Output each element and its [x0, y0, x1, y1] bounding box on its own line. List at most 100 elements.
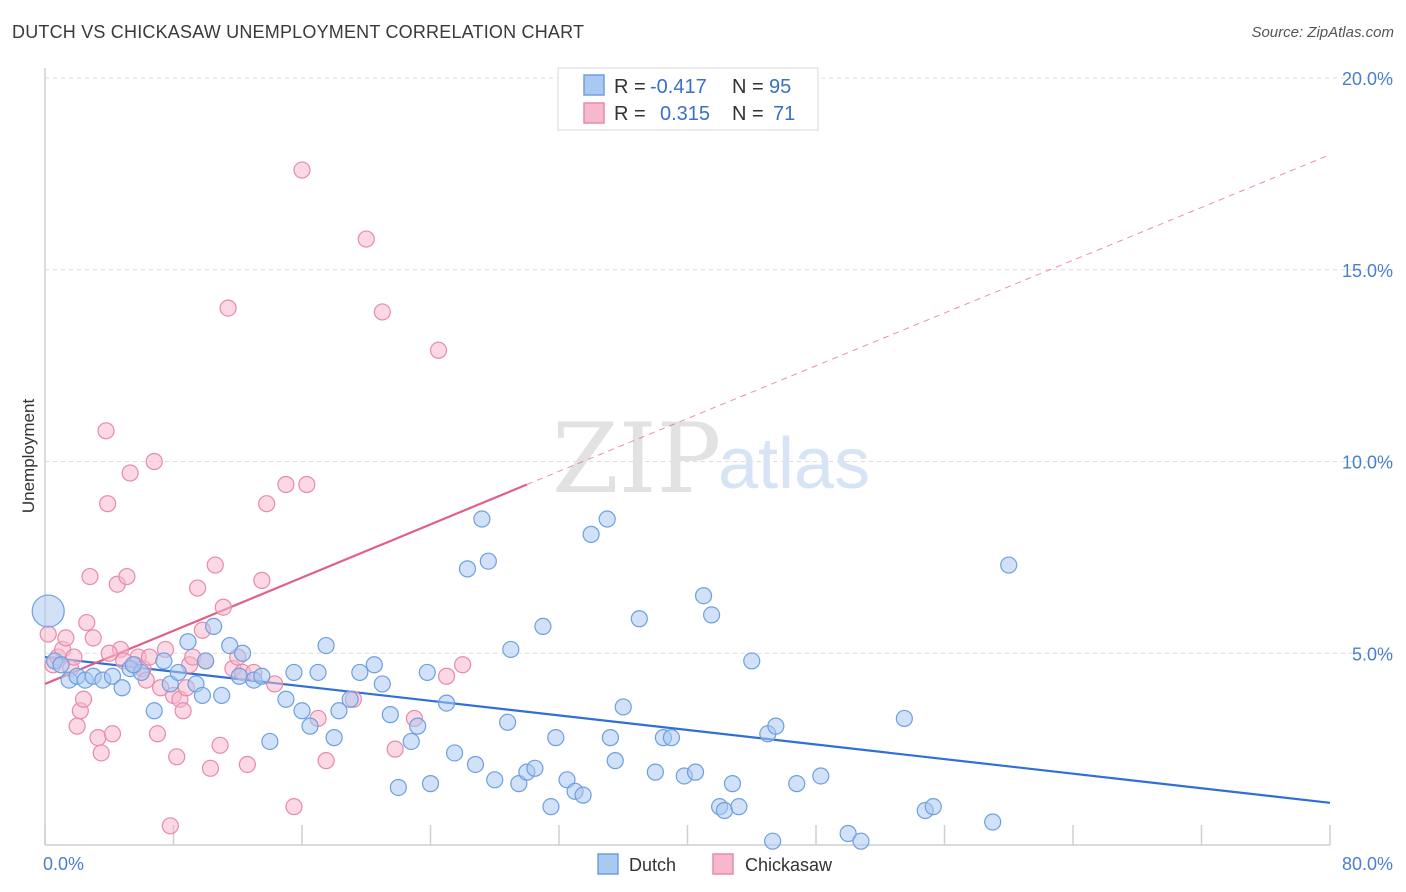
dutch-point [373, 675, 391, 693]
dutch-point [486, 771, 504, 789]
chickasaw-point [118, 567, 136, 586]
chickasaw-point [258, 495, 276, 513]
dutch-point [852, 832, 870, 850]
dutch-point [715, 801, 734, 820]
dutch-point [193, 686, 212, 705]
y-tick-label-5: 5.0% [1352, 644, 1393, 664]
grid-lines [45, 77, 1395, 654]
chickasaw-point [84, 629, 102, 647]
dutch-point [601, 729, 620, 747]
dutch-point [764, 832, 782, 850]
chickasaw-point [99, 495, 117, 513]
chickasaw-point [57, 629, 75, 647]
chickasaw-point [429, 341, 448, 359]
watermark-atlas: atlas [718, 424, 870, 504]
chickasaw-point [253, 571, 271, 589]
watermark-zip: ZIP [552, 403, 721, 515]
chickasaw-point [65, 648, 83, 666]
chickasaw-point [293, 161, 311, 179]
chickasaw-point [285, 798, 303, 816]
chickasaw-point [357, 230, 375, 248]
chickasaw-point [174, 702, 192, 720]
dutch-point [723, 775, 742, 793]
axes [44, 68, 1331, 846]
dutch-point [145, 702, 163, 720]
chickasaw-point [148, 725, 167, 743]
dutch-point [606, 752, 624, 770]
dutch-point [812, 767, 830, 785]
chickasaw-point [92, 744, 110, 762]
dutch-point [1000, 556, 1018, 574]
dutch-point [437, 694, 456, 712]
dutch-point [646, 763, 664, 781]
dutch-point [341, 690, 359, 708]
bottom-legend-dutch-label: Dutch [629, 855, 676, 875]
dutch-point [473, 510, 491, 528]
chickasaw-point [74, 690, 93, 708]
chickasaw-point [100, 644, 118, 662]
legend-dutch-n-label: N = [732, 76, 764, 98]
chart-title: DUTCH VS CHICKASAW UNEMPLOYMENT CORRELAT… [12, 22, 585, 42]
dutch-point [839, 824, 857, 843]
dutch-point [301, 717, 319, 735]
dutch-point [788, 775, 806, 793]
dutch-point [205, 617, 223, 636]
dutch-point [984, 813, 1002, 831]
legend-dutch-r-value: -0.417 [650, 76, 707, 98]
dutch-point [743, 652, 761, 670]
legend-dutch-swatch [583, 74, 605, 96]
chickasaw-point [81, 567, 99, 586]
chickasaw-point [454, 656, 472, 674]
chickasaw-point [140, 648, 159, 666]
x-tick-label-max: 80.0% [1342, 854, 1393, 874]
dutch-point [31, 594, 65, 628]
legend-dutch-r-label: R = [614, 76, 646, 98]
chickasaw-point [201, 759, 220, 777]
dutch-point [924, 798, 942, 816]
dutch-point [730, 798, 748, 816]
dutch-point [582, 525, 600, 543]
dutch-point [317, 636, 335, 655]
chickasaw-point [317, 752, 335, 770]
legend-chickasaw-r-value: 0.315 [660, 103, 710, 125]
dutch-point [381, 706, 399, 724]
chickasaw-point [161, 817, 179, 835]
dutch-point [179, 633, 197, 651]
dutch-point [221, 636, 239, 655]
dutch-point [702, 606, 721, 624]
bottom-legend-chickasaw-label: Chickasaw [745, 855, 833, 875]
bottom-legend-dutch-swatch [597, 853, 619, 875]
chickasaw-point [103, 725, 122, 743]
dutch-point [169, 663, 187, 682]
dutch-point [213, 686, 231, 705]
watermark: ZIP atlas [552, 403, 870, 515]
legend-chickasaw-n-value: 71 [773, 103, 795, 125]
chickasaw-trend-extension [526, 154, 1331, 485]
dutch-point [277, 690, 295, 708]
dutch-point [402, 732, 420, 751]
dutch-point [466, 755, 485, 774]
dutch-point [389, 778, 407, 797]
dutch-point [458, 560, 477, 578]
dutch-point [155, 652, 173, 670]
chickasaw-point [97, 422, 115, 440]
chickasaw-point [214, 598, 232, 616]
dutch-point [499, 713, 517, 731]
dutch-point [630, 610, 648, 628]
chickasaw-point [89, 729, 107, 747]
dutch-point [686, 763, 705, 781]
chickasaw-point [121, 464, 139, 482]
legend-chickasaw-swatch [583, 102, 605, 124]
x-tick-label-min: 0.0% [43, 854, 84, 874]
dutch-point [694, 587, 713, 605]
y-axis-label: Unemployment [19, 399, 38, 514]
dutch-point [103, 667, 122, 685]
y-tick-label-10: 10.0% [1342, 453, 1393, 473]
dutch-point [614, 698, 632, 716]
bottom-legend: Dutch Chickasaw [597, 853, 833, 875]
legend-dutch-n-value: 95 [769, 76, 791, 98]
dutch-point [113, 679, 131, 697]
chickasaw-point [298, 475, 316, 494]
dutch-point [197, 652, 215, 670]
dutch-point [309, 663, 327, 682]
